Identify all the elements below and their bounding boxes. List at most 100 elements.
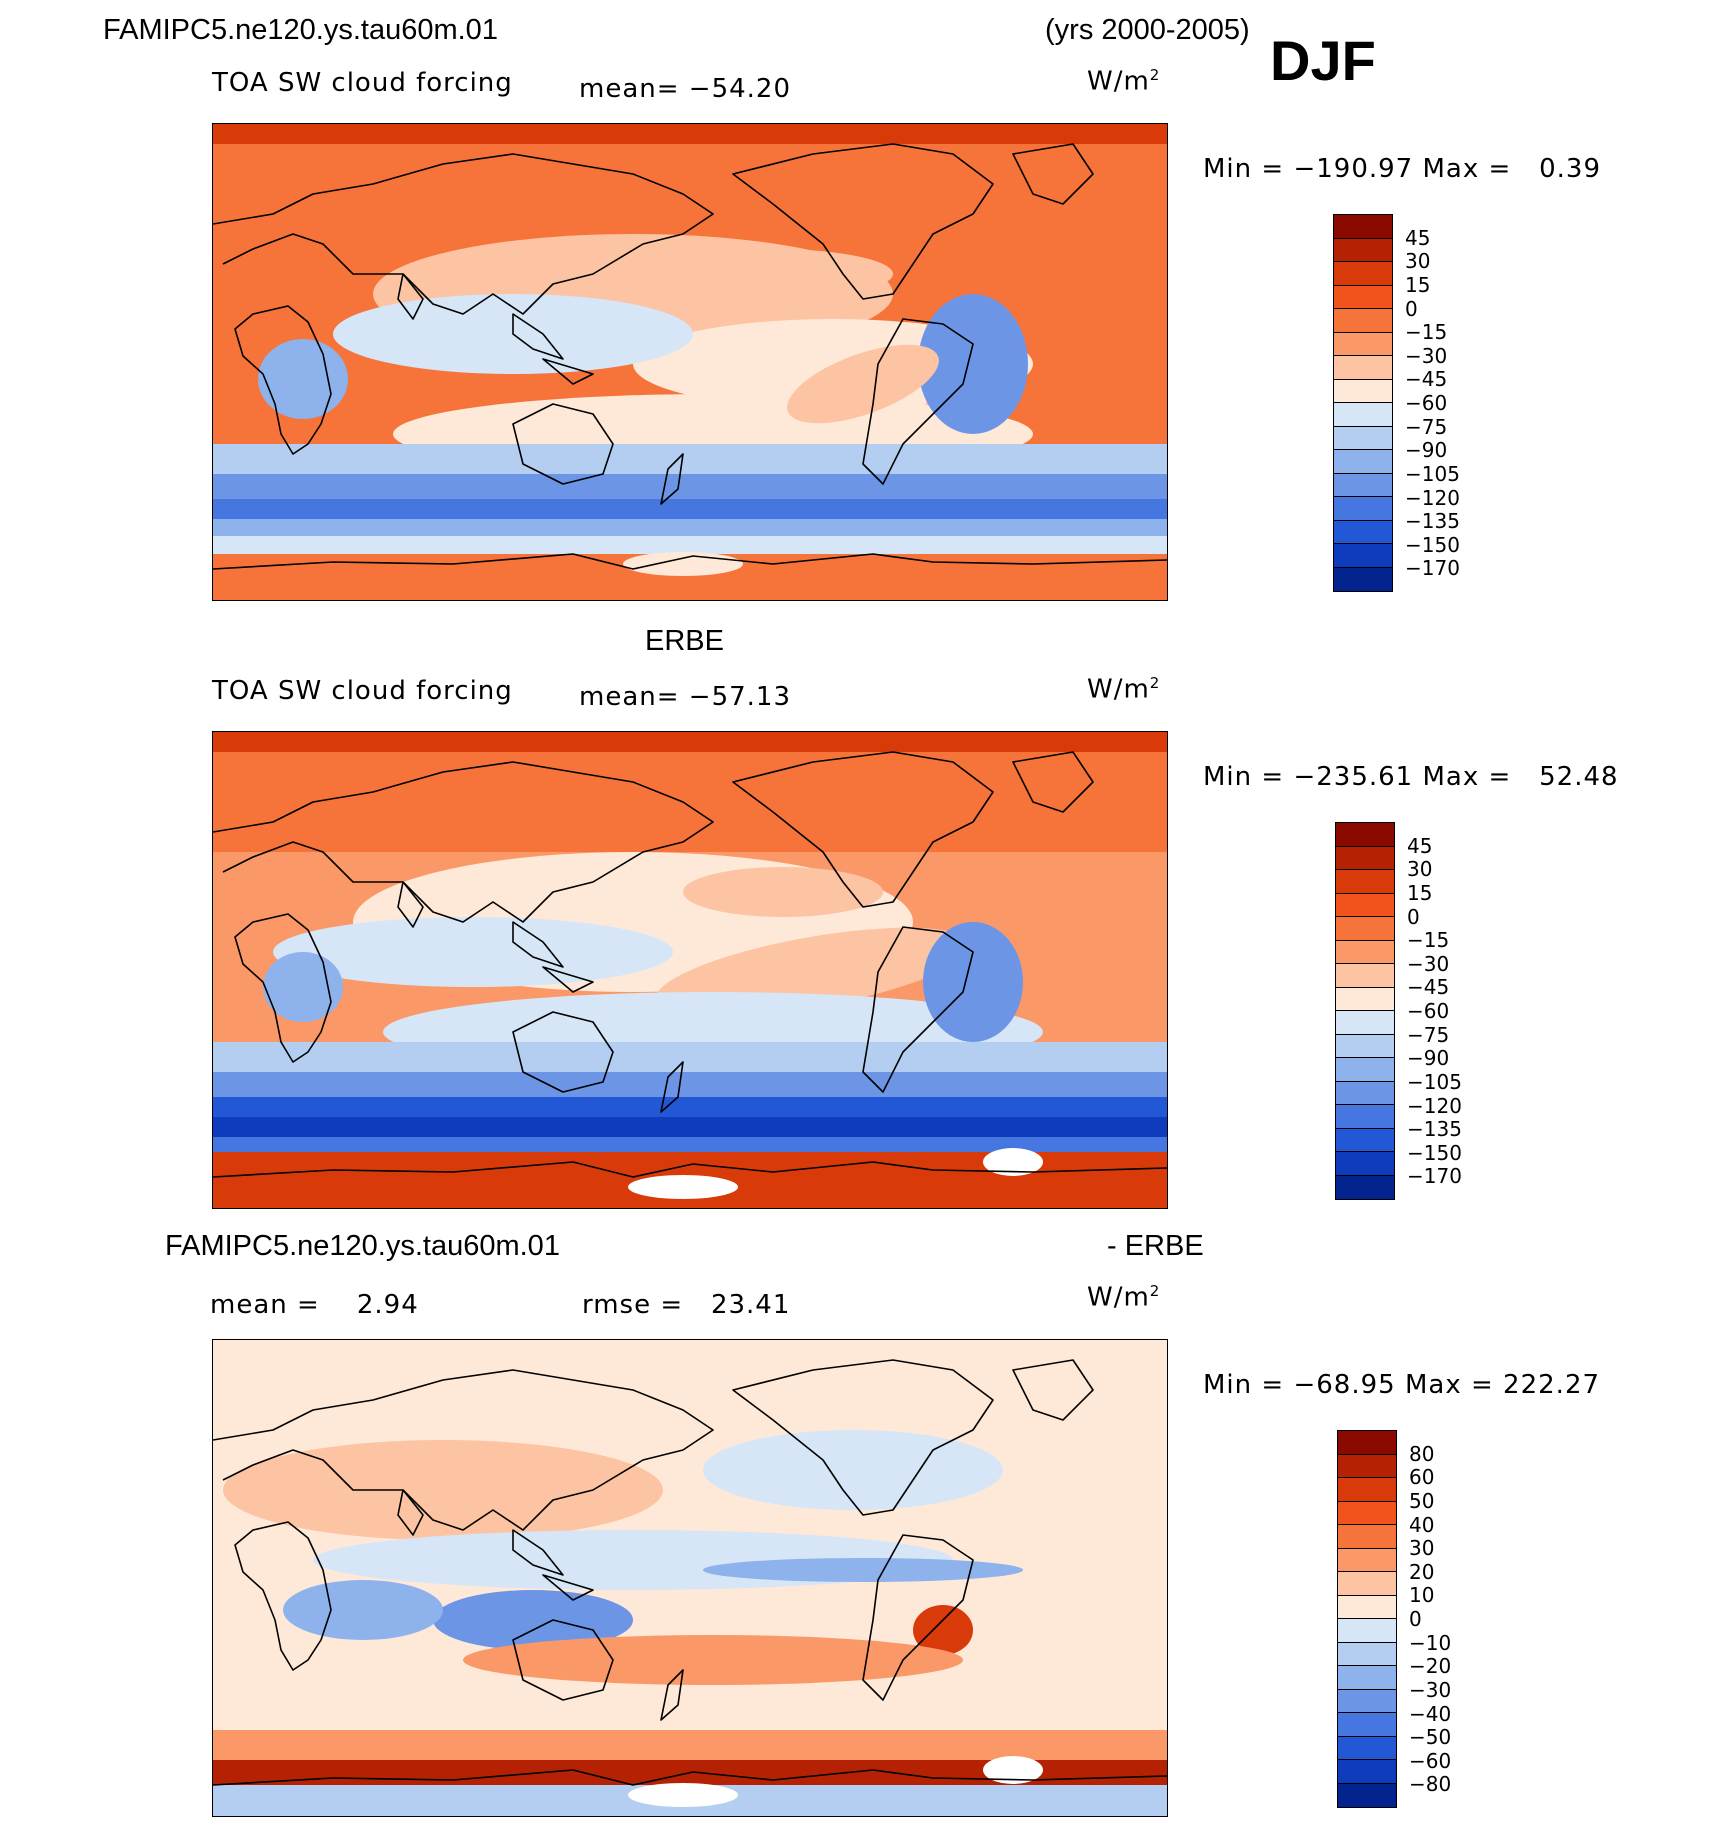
- colorbar-swatch: [1334, 215, 1392, 239]
- colorbar-tick-label: 15: [1407, 880, 1433, 905]
- panel1-map: [212, 123, 1168, 601]
- panel3-minmax: Min = −68.95 Max = 222.27: [1203, 1370, 1601, 1400]
- colorbar-tick-label: −105: [1405, 461, 1460, 486]
- colorbar-tick-label: −120: [1407, 1093, 1462, 1118]
- colorbar-tick-label: −40: [1409, 1701, 1452, 1726]
- colorbar-swatch: [1336, 870, 1394, 894]
- panel2-mean-label: mean=: [579, 682, 680, 712]
- colorbar-tick-label: −45: [1407, 975, 1450, 1000]
- case-name-title: FAMIPC5.ne120.ys.tau60m.01: [103, 14, 498, 46]
- panel2-minmax: Min = −235.61 Max = 52.48: [1203, 762, 1619, 792]
- colorbar-tick-label: 80: [1409, 1441, 1435, 1466]
- panel2-mean-value: −57.13: [688, 682, 792, 712]
- colorbar-swatch: [1336, 1081, 1394, 1105]
- colorbar-swatch: [1336, 1011, 1394, 1035]
- colorbar-swatch: [1334, 356, 1392, 380]
- colorbar-tick-label: 40: [1409, 1512, 1435, 1537]
- colorbar-swatch: [1338, 1666, 1396, 1690]
- colorbar-tick-label: 0: [1405, 296, 1418, 321]
- panel3-title-right: - ERBE: [1107, 1230, 1204, 1262]
- colorbar-swatch: [1338, 1619, 1396, 1643]
- colorbar-tick-label: −90: [1405, 438, 1448, 463]
- panel1-max-value: 0.39: [1539, 154, 1601, 184]
- panel1-min-value: −190.97: [1293, 154, 1414, 184]
- panel2-units: W/m2: [1087, 674, 1161, 705]
- colorbar-tick-label: −170: [1405, 556, 1460, 581]
- colorbar-swatch: [1338, 1713, 1396, 1737]
- panel1-colorbar: [1333, 214, 1393, 592]
- colorbar-tick-label: −15: [1405, 320, 1448, 345]
- colorbar-swatch: [1334, 238, 1392, 262]
- colorbar-tick-label: 20: [1409, 1559, 1435, 1584]
- colorbar-tick-label: 30: [1405, 249, 1431, 274]
- panel3-colorbar: [1337, 1430, 1397, 1808]
- colorbar-swatch: [1338, 1548, 1396, 1572]
- panel3-mean-value: 2.94: [356, 1290, 419, 1320]
- colorbar-swatch: [1338, 1478, 1396, 1502]
- colorbar-swatch: [1334, 520, 1392, 544]
- colorbar-swatch: [1338, 1431, 1396, 1455]
- colorbar-swatch: [1338, 1595, 1396, 1619]
- colorbar-tick-label: −30: [1405, 343, 1448, 368]
- colorbar-swatch: [1336, 1175, 1394, 1199]
- colorbar-tick-label: 45: [1407, 833, 1433, 858]
- colorbar-tick-label: −120: [1405, 485, 1460, 510]
- panel3-rmse-value: 23.41: [710, 1290, 791, 1320]
- colorbar-tick-label: −60: [1409, 1748, 1452, 1773]
- colorbar-tick-label: −15: [1407, 928, 1450, 953]
- coastlines: [213, 1359, 1167, 1786]
- panel2-colorbar: [1335, 822, 1395, 1200]
- panel3-title-left: FAMIPC5.ne120.ys.tau60m.01: [165, 1230, 560, 1262]
- colorbar-tick-label: −135: [1407, 1117, 1462, 1142]
- colorbar-tick-label: −150: [1407, 1140, 1462, 1165]
- panel1-variable: TOA SW cloud forcing: [212, 68, 513, 98]
- panel3-map: [212, 1339, 1168, 1817]
- panel1-map-svg: [213, 124, 1167, 600]
- colorbar-tick-label: −50: [1409, 1725, 1452, 1750]
- colorbar-swatch: [1336, 964, 1394, 988]
- colorbar-tick-label: −20: [1409, 1654, 1452, 1679]
- panel2-map-svg: [213, 732, 1167, 1208]
- panel1-mean-value: −54.20: [688, 74, 792, 104]
- colorbar-swatch: [1338, 1783, 1396, 1807]
- colorbar-tick-label: 10: [1409, 1583, 1435, 1608]
- panel3-mean: mean = 2.94: [210, 1290, 419, 1320]
- colorbar-tick-label: −105: [1407, 1069, 1462, 1094]
- colorbar-swatch: [1336, 1058, 1394, 1082]
- colorbar-swatch: [1336, 1128, 1394, 1152]
- colorbar-tick-label: 15: [1405, 272, 1431, 297]
- colorbar-tick-label: −75: [1405, 414, 1448, 439]
- panel1-mean: mean= −54.20: [579, 74, 791, 104]
- colorbar-swatch: [1338, 1736, 1396, 1760]
- panel1-minmax: Min = −190.97 Max = 0.39: [1203, 154, 1601, 184]
- colorbar-tick-label: −170: [1407, 1164, 1462, 1189]
- colorbar-tick-label: −10: [1409, 1630, 1452, 1655]
- panel2-variable: TOA SW cloud forcing: [212, 676, 513, 706]
- colorbar-swatch: [1338, 1454, 1396, 1478]
- colorbar-tick-label: −30: [1409, 1677, 1452, 1702]
- colorbar-swatch: [1334, 473, 1392, 497]
- panel2-section-title: ERBE: [645, 625, 724, 657]
- colorbar-swatch: [1334, 567, 1392, 591]
- colorbar-swatch: [1334, 285, 1392, 309]
- colorbar-tick-label: 30: [1407, 857, 1433, 882]
- colorbar-tick-label: 0: [1409, 1607, 1422, 1631]
- colorbar-swatch: [1334, 379, 1392, 403]
- colorbar-swatch: [1338, 1689, 1396, 1713]
- colorbar-swatch: [1334, 262, 1392, 286]
- colorbar-swatch: [1336, 1105, 1394, 1129]
- colorbar-swatch: [1336, 823, 1394, 847]
- colorbar-tick-label: −60: [1407, 999, 1450, 1023]
- colorbar-swatch: [1338, 1501, 1396, 1525]
- colorbar-tick-label: 50: [1409, 1488, 1435, 1513]
- panel3-max-value: 222.27: [1503, 1370, 1601, 1400]
- colorbar-swatch: [1336, 1034, 1394, 1058]
- colorbar-swatch: [1334, 332, 1392, 356]
- colorbar-swatch: [1336, 987, 1394, 1011]
- panel2-min-value: −235.61: [1293, 762, 1414, 792]
- colorbar-tick-label: −60: [1405, 391, 1448, 415]
- colorbar-tick-label: 60: [1409, 1465, 1435, 1490]
- colorbar-tick-label: 45: [1405, 225, 1431, 250]
- colorbar-tick-label: −30: [1407, 951, 1450, 976]
- panel1-mean-label: mean=: [579, 74, 680, 104]
